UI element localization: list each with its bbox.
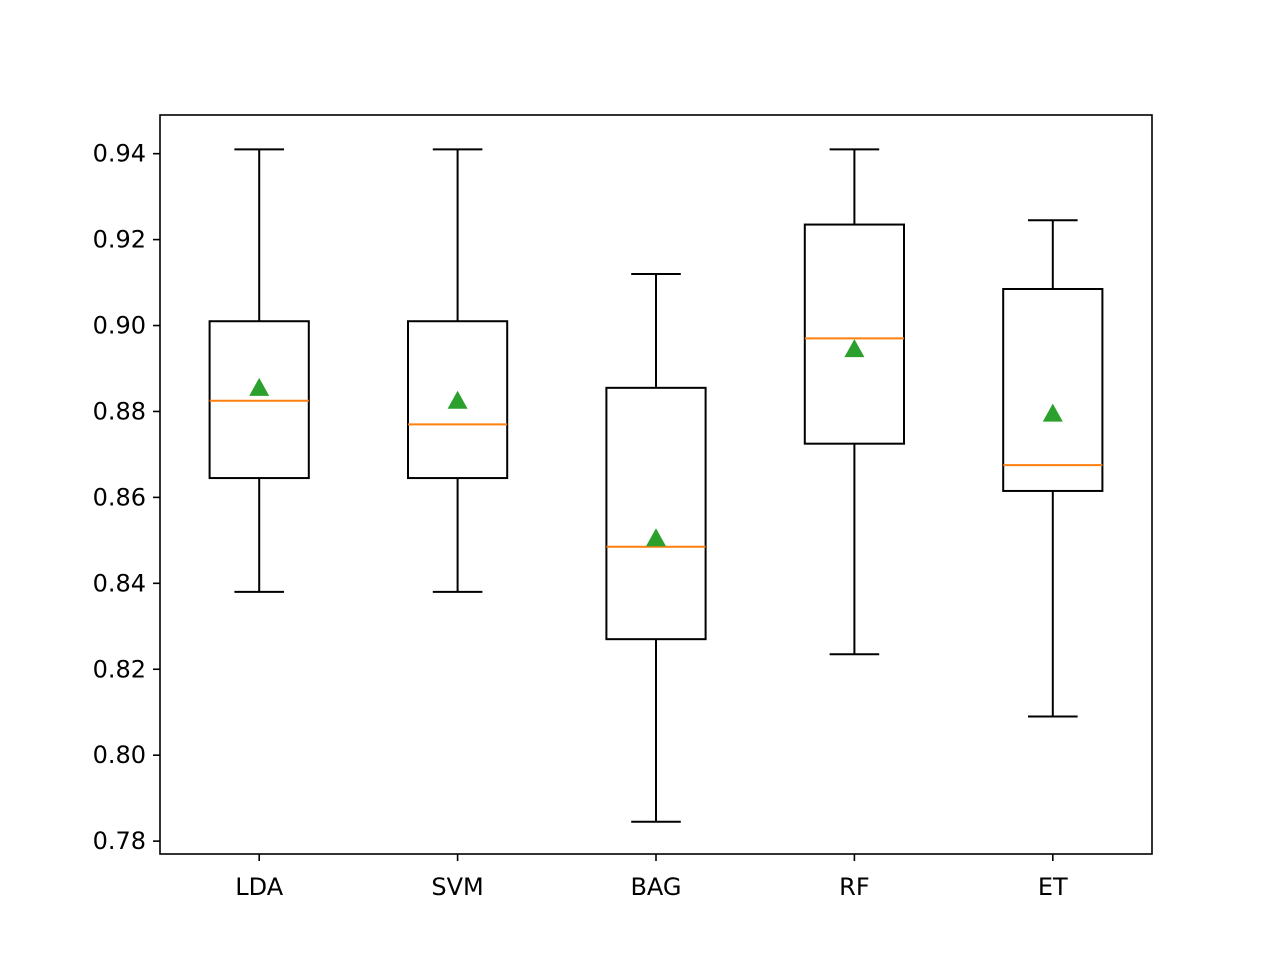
iqr-box (407, 320, 509, 480)
box-et (1002, 219, 1104, 718)
mean-marker (249, 377, 270, 396)
mean-marker (646, 528, 666, 547)
box-lda (208, 148, 310, 593)
x-tick-label: BAG (630, 873, 681, 901)
x-tick-label: RF (839, 873, 869, 901)
iqr-box (605, 386, 707, 641)
box-bag (605, 272, 707, 823)
y-tick-label: 0.80 (93, 741, 146, 769)
y-tick-label: 0.84 (93, 569, 146, 597)
y-axis: 0.78 0.80 0.82 0.84 0.86 0.88 0.90 0.92 0.94 (93, 140, 160, 855)
x-axis: LDA SVM BAG RF ET (235, 854, 1068, 901)
iqr-box (803, 223, 905, 445)
y-tick-label: 0.94 (93, 140, 146, 168)
x-tick-label: ET (1038, 873, 1068, 901)
box-rf (803, 148, 905, 656)
y-tick-label: 0.86 (93, 483, 146, 511)
y-tick-label: 0.82 (93, 655, 146, 683)
y-tick-label: 0.90 (93, 312, 146, 340)
y-tick-label: 0.88 (93, 397, 146, 425)
y-tick-label: 0.92 (93, 226, 146, 254)
boxes (208, 148, 1104, 823)
iqr-box (1002, 288, 1104, 492)
mean-marker (1042, 403, 1063, 422)
x-tick-label: LDA (235, 873, 283, 901)
mean-marker (844, 339, 865, 358)
box-svm (407, 148, 509, 593)
y-tick-label: 0.78 (93, 827, 146, 855)
mean-marker (447, 390, 468, 409)
x-tick-label: SVM (431, 873, 483, 901)
iqr-box (208, 320, 310, 480)
